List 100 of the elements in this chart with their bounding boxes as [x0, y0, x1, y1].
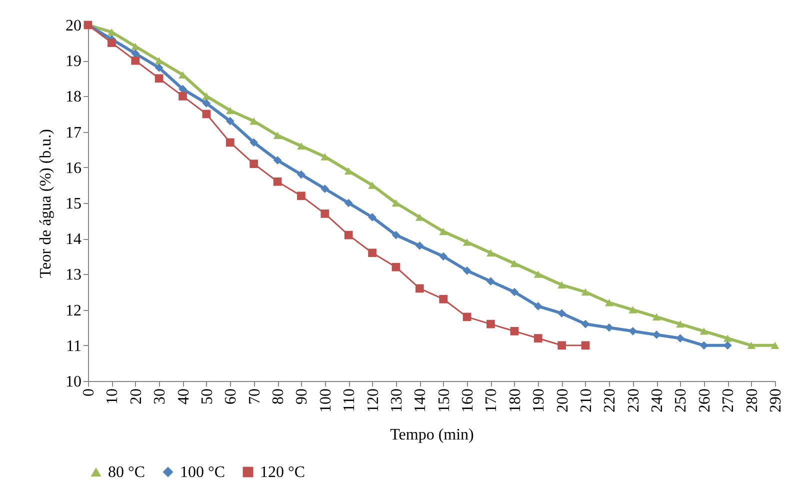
x-tick-label: 30: [152, 388, 169, 404]
point: [226, 106, 234, 114]
y-tick-label: 17: [66, 124, 82, 142]
point: [534, 302, 542, 310]
x-tick-label: 290: [768, 388, 784, 412]
x-tick-label: 20: [128, 388, 145, 404]
point: [415, 242, 424, 250]
point: [581, 341, 590, 350]
legend-label: 100 °C: [180, 464, 226, 481]
point: [344, 167, 353, 175]
y-tick-label: 16: [66, 160, 82, 177]
point: [131, 56, 140, 65]
x-tick-label: 200: [554, 388, 572, 412]
y-tick-label: 20: [66, 18, 82, 34]
point: [581, 320, 590, 328]
point: [320, 209, 330, 218]
point: [510, 326, 519, 336]
y-tick-label: 18: [66, 88, 82, 106]
x-tick-label: 270: [720, 388, 738, 412]
x-tick-label: 100: [317, 388, 334, 412]
x-tick-label: 80: [270, 388, 288, 404]
point: [273, 156, 282, 164]
x-tick-label: 70: [246, 388, 264, 404]
point: [628, 306, 638, 314]
point: [676, 320, 684, 328]
point: [462, 312, 472, 322]
x-axis-title: Tempo (min): [390, 426, 474, 444]
point: [700, 328, 708, 335]
point: [320, 184, 330, 193]
x-tick-label: 170: [483, 388, 500, 412]
point: [226, 138, 234, 147]
point: [368, 213, 376, 222]
point: [486, 277, 495, 286]
point: [770, 342, 780, 350]
point: [154, 64, 164, 72]
point: [250, 138, 258, 147]
x-tick-label: 50: [198, 388, 216, 404]
point: [510, 260, 519, 268]
point: [439, 252, 448, 261]
point: [415, 284, 424, 293]
point: [344, 230, 353, 240]
point: [462, 238, 472, 246]
x-tick-label: 40: [175, 388, 192, 404]
x-tick-label: 60: [222, 388, 240, 404]
point: [747, 342, 756, 350]
point: [628, 326, 638, 336]
x-tick-label: 280: [744, 388, 761, 412]
point: [178, 92, 187, 100]
point: [273, 132, 282, 139]
y-tick-label: 13: [66, 266, 82, 284]
x-tick-label: 210: [578, 388, 595, 412]
point: [226, 116, 234, 126]
point: [439, 294, 448, 304]
x-tick-label: 110: [341, 388, 358, 412]
point: [297, 170, 306, 179]
point: [320, 153, 330, 160]
point: [344, 198, 353, 208]
point: [652, 330, 661, 339]
point: [250, 160, 258, 168]
x-tick-label: 220: [602, 388, 619, 412]
y-tick-label: 19: [66, 53, 82, 70]
point: [558, 281, 566, 289]
x-tick-label: 250: [672, 388, 690, 412]
point: [368, 248, 376, 258]
x-tick-label: 230: [625, 388, 642, 412]
x-tick-label: 180: [506, 388, 524, 412]
x-tick-label: 190: [530, 388, 548, 412]
point: [510, 288, 519, 296]
x-tick-label: 150: [436, 388, 453, 412]
point: [486, 320, 495, 328]
point: [558, 309, 566, 318]
point: [202, 110, 211, 118]
point: [297, 192, 306, 200]
y-tick-label: 14: [66, 231, 82, 248]
point: [439, 228, 448, 236]
x-tick-label: 160: [460, 388, 477, 412]
point: [534, 270, 542, 278]
x-tick-label: 90: [294, 388, 311, 404]
x-tick-label: 140: [412, 388, 430, 412]
y-tick-label: 12: [66, 302, 82, 320]
point: [534, 334, 542, 342]
x-tick-label: 240: [649, 388, 666, 412]
x-tick-label: 260: [696, 388, 714, 412]
point: [202, 92, 211, 100]
y-tick-label: 10: [66, 374, 82, 390]
legend-label: 120 °C: [260, 464, 306, 481]
point: [676, 334, 684, 342]
x-tick-label: 0: [80, 388, 98, 396]
y-axis-title: Teor de água (%) (b.u.): [38, 128, 54, 278]
point: [297, 142, 306, 150]
point: [273, 177, 282, 186]
y-tick-label: 11: [66, 338, 82, 355]
point: [108, 28, 116, 36]
x-tick-label: 120: [364, 388, 382, 412]
point: [558, 341, 566, 350]
point: [108, 38, 116, 47]
y-tick-label: 15: [66, 196, 82, 212]
point: [392, 262, 400, 272]
legend-label: 80 °C: [108, 464, 146, 481]
point: [178, 84, 187, 94]
